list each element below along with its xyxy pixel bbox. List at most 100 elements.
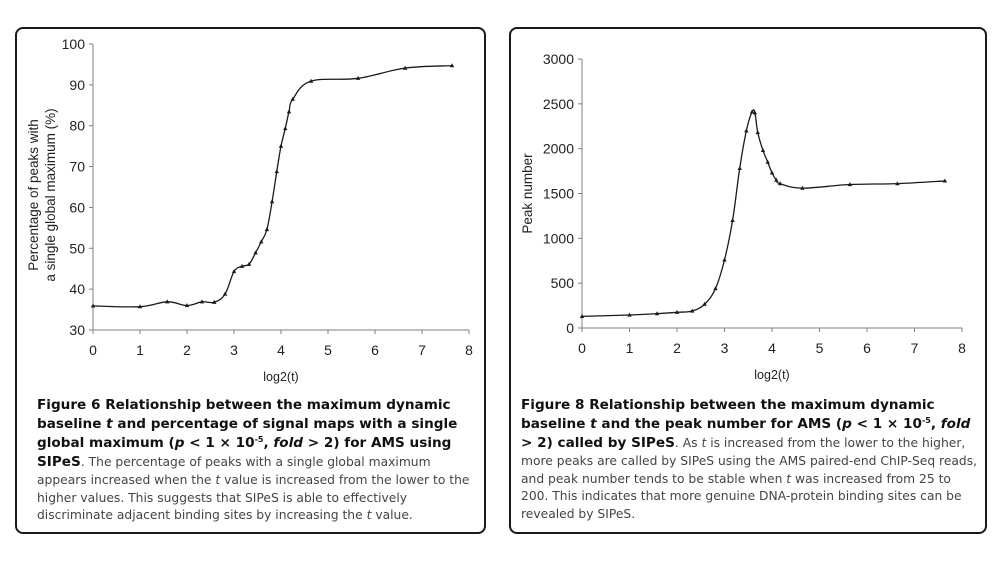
figure-8-caption: Figure 8 Relationship between the maximu… [521, 396, 981, 523]
figure-8-chart: 0 500 1000 1500 2000 2500 3000 0 1 2 3 4 5 6 7 8 log2(t)… [520, 51, 966, 382]
caption-text-run: fold [273, 435, 304, 451]
x-tick-label: 7 [418, 342, 426, 358]
caption-text-run: value. [371, 508, 413, 523]
x-axis-label: log2(t) [263, 370, 298, 384]
y-axis-label: a single global maximum (%) [43, 108, 58, 281]
caption-text-run: -5 [921, 416, 931, 425]
data-point [90, 303, 96, 308]
data-point [165, 299, 170, 304]
caption-text-run: , [930, 416, 941, 432]
x-tick-label: 6 [371, 342, 379, 358]
caption-text-run: Relationship between the maximum dynamic… [37, 397, 451, 432]
data-point [752, 110, 758, 115]
caption-text-run: > 2) for AMS using SIPeS [37, 435, 452, 470]
x-tick-label: 8 [958, 340, 966, 356]
data-point [895, 181, 900, 186]
x-tick-label: 2 [183, 342, 191, 358]
data-point [777, 181, 783, 186]
data-point [212, 299, 217, 304]
x-tick-label: 3 [230, 342, 238, 358]
data-point [702, 301, 707, 306]
caption-text-run: < 1 × 10 [851, 416, 922, 432]
x-tick-label: 4 [768, 340, 776, 356]
caption-text-run: t [215, 473, 221, 487]
data-point [222, 291, 228, 296]
data-point [800, 185, 805, 190]
caption-text-run: t [701, 436, 707, 450]
data-point [283, 126, 288, 131]
y-tick-label: 80 [69, 118, 85, 134]
y-tick-label: 1500 [543, 186, 574, 202]
caption-title: Figure 8 Relationship between the maximu… [521, 397, 970, 451]
data-point [278, 143, 284, 148]
x-tick-label: 1 [626, 340, 634, 356]
data-point [713, 286, 718, 291]
data-point [690, 308, 695, 313]
data-point [184, 303, 190, 308]
data-point [755, 130, 760, 135]
figure-8-panel: 0 500 1000 1500 2000 2500 3000 0 1 2 3 4 5 6 7 8 log2(t)… [509, 27, 987, 534]
data-point [760, 148, 766, 153]
data-point [290, 96, 295, 101]
y-tick-label: 100 [62, 36, 86, 52]
data-point [269, 199, 275, 204]
x-tick-label: 2 [673, 340, 681, 356]
caption-body: . The percentage of peaks with a single … [37, 455, 469, 522]
data-point [355, 75, 361, 80]
x-tick-label: 3 [721, 340, 729, 356]
figure-6-panel: 30 40 50 60 70 80 90 100 0 1 2 3 4 5 6 7 8 log2(t) Percent… [15, 27, 486, 534]
y-tick-label: 1000 [543, 230, 574, 246]
caption-text-run: , [263, 435, 274, 451]
figure-6-caption: Figure 6 Relationship between the maximu… [37, 396, 477, 525]
x-tick-label: 8 [465, 342, 473, 358]
caption-text-run: value is increased from the lower to the… [37, 473, 470, 523]
figure-number: Figure 8 [521, 397, 585, 413]
data-point [274, 169, 279, 174]
y-tick-label: 40 [69, 281, 85, 297]
x-tick-label: 7 [911, 340, 919, 356]
x-tick-label: 0 [578, 340, 586, 356]
x-tick-label: 1 [136, 342, 144, 358]
y-axis-label: Percentage of peaks with [26, 119, 41, 271]
data-point [737, 165, 742, 170]
data-point [239, 263, 245, 268]
data-point [744, 128, 749, 133]
data-point [847, 182, 853, 187]
caption-text-run: and percentage of signal maps with a sin… [37, 416, 458, 451]
data-point [246, 261, 252, 266]
caption-text-run: was increased from 25 to 200. This indic… [521, 471, 962, 521]
caption-text-run: -5 [254, 435, 264, 444]
data-point [774, 177, 779, 182]
data-point [722, 257, 727, 262]
y-tick-label: 3000 [543, 51, 574, 67]
caption-title: Figure 6 Relationship between the maximu… [37, 397, 457, 470]
data-point [749, 109, 755, 114]
data-point [308, 78, 314, 83]
y-tick-label: 30 [69, 322, 85, 338]
y-tick-label: 90 [69, 77, 85, 93]
x-tick-label: 6 [863, 340, 871, 356]
caption-text-run: t [106, 416, 113, 432]
caption-text-run: < 1 × 10 [184, 435, 255, 451]
y-tick-label: 0 [566, 320, 574, 336]
y-tick-label: 2000 [543, 141, 574, 157]
data-point [231, 269, 237, 274]
x-axis-label: log2(t) [754, 368, 789, 382]
series-line [92, 65, 453, 308]
caption-text-run: . As [674, 436, 702, 450]
data-point [627, 312, 632, 317]
data-point [449, 63, 455, 68]
data-point [765, 159, 770, 164]
series-line [581, 109, 945, 317]
y-tick-label: 60 [69, 199, 85, 215]
data-point [579, 313, 585, 318]
data-point [402, 65, 408, 70]
x-tick-label: 4 [277, 342, 285, 358]
y-tick-label: 500 [551, 275, 575, 291]
caption-text-run: and the peak number for AMS ( [596, 416, 843, 432]
x-tick-label: 5 [324, 342, 332, 358]
caption-text-run: p [842, 416, 852, 432]
y-tick-label: 70 [69, 159, 85, 175]
data-point [137, 304, 143, 309]
y-tick-label: 2500 [543, 96, 574, 112]
